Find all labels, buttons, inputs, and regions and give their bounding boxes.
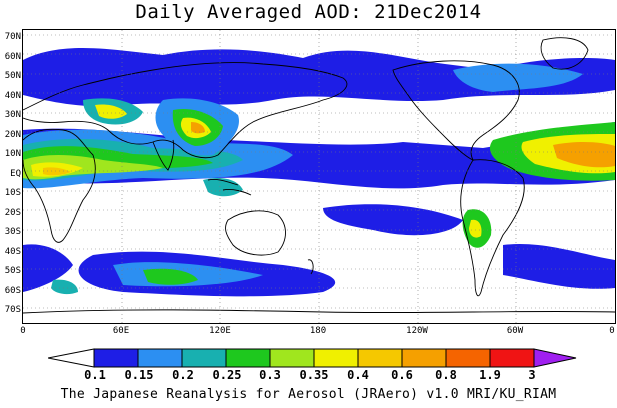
colorbar-cell xyxy=(93,348,139,368)
lat-label: 60S xyxy=(4,286,21,296)
coastlines xyxy=(23,37,615,314)
colorbar-label: 0.4 xyxy=(347,368,369,382)
colorbar-label: 0.15 xyxy=(124,368,154,382)
colorbar-cell xyxy=(489,348,535,368)
colorbar-cell xyxy=(181,348,227,368)
page-title: Daily Averaged AOD: 21Dec2014 xyxy=(135,1,482,23)
lat-label: EQ xyxy=(10,169,21,179)
colorbar-cell xyxy=(269,348,315,368)
colorbar-cell xyxy=(357,348,403,368)
colorbar-label: 0.3 xyxy=(259,368,281,382)
colorbar-cell xyxy=(313,348,359,368)
lon-label: 0 xyxy=(609,326,615,336)
colorbar-label: 0.1 xyxy=(84,368,106,382)
lat-label: 30S xyxy=(4,227,21,237)
colorbar-high-triangle xyxy=(533,348,577,368)
lon-label: 120E xyxy=(209,326,231,336)
lat-label: 30N xyxy=(4,110,21,120)
lon-label: 180 xyxy=(309,326,327,336)
lat-label: 40S xyxy=(4,247,21,257)
lat-label: 50S xyxy=(4,266,21,276)
lat-label: 70N xyxy=(4,32,21,42)
aod-map-canvas xyxy=(23,30,615,323)
lat-label: 70S xyxy=(4,305,21,315)
colorbar-label: 0.6 xyxy=(391,368,413,382)
graticule xyxy=(23,30,615,323)
colorbar-low-triangle xyxy=(48,348,95,368)
colorbar xyxy=(48,348,577,368)
lon-label: 0 xyxy=(20,326,26,336)
colorbar-label: 3 xyxy=(528,368,536,382)
colorbar-label: 0.35 xyxy=(299,368,329,382)
lat-label: 60N xyxy=(4,52,21,62)
colorbar-cell xyxy=(401,348,447,368)
lat-label: 20N xyxy=(4,130,21,140)
lat-label: 10N xyxy=(4,149,21,159)
colorbar-cell xyxy=(445,348,491,368)
colorbar-label: 0.8 xyxy=(435,368,457,382)
colorbar-cell xyxy=(137,348,183,368)
colorbar-cell xyxy=(225,348,271,368)
lon-label: 60W xyxy=(506,326,524,336)
lat-label: 20S xyxy=(4,208,21,218)
lon-label: 60E xyxy=(112,326,130,336)
colorbar-label: 1.9 xyxy=(479,368,501,382)
colorbar-cells xyxy=(93,348,535,368)
lat-label: 10S xyxy=(4,188,21,198)
lat-label: 40N xyxy=(4,91,21,101)
lon-label: 120W xyxy=(406,326,428,336)
aod-shading xyxy=(23,48,615,297)
credit-line: The Japanese Reanalysis for Aerosol (JRA… xyxy=(60,387,557,402)
colorbar-label: 0.2 xyxy=(172,368,194,382)
lat-label: 50N xyxy=(4,71,21,81)
colorbar-label: 0.25 xyxy=(212,368,242,382)
aod-map xyxy=(22,29,616,324)
